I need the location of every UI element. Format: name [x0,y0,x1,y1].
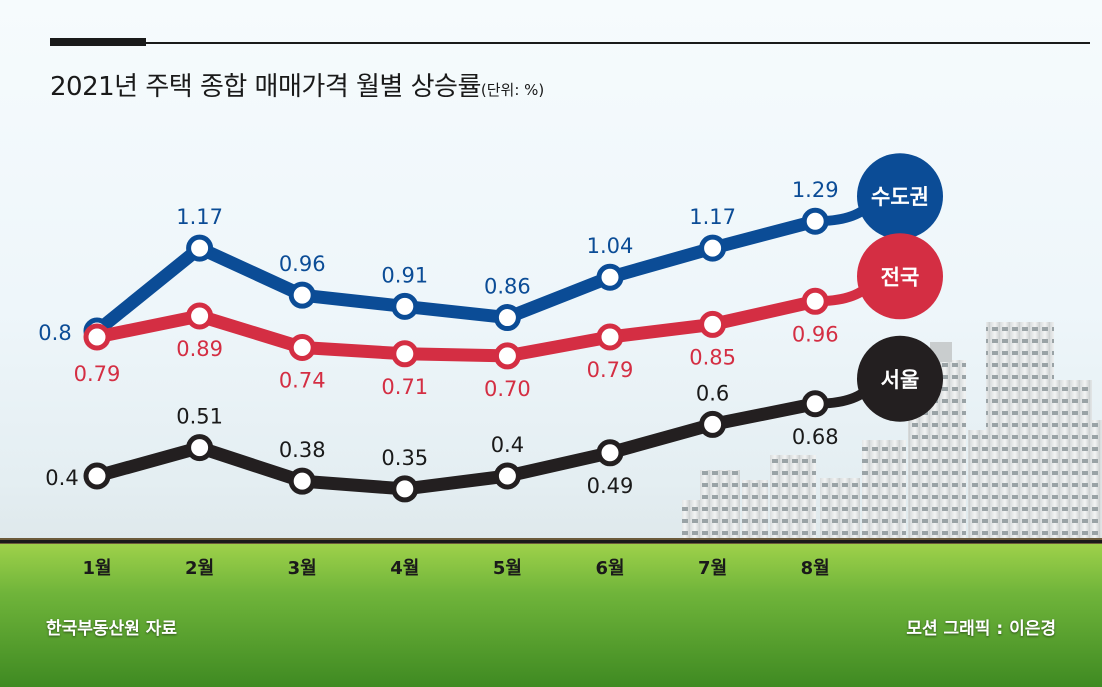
data-label: 0.68 [792,425,839,449]
data-point [699,234,727,262]
data-label: 0.4 [491,433,524,457]
legend-badge-circle [857,335,943,422]
building [968,430,990,540]
data-label: 0.89 [176,337,223,361]
legend-label: 서울 [881,368,920,392]
data-point [288,467,316,495]
x-tick-label: 6월 [595,558,624,579]
data-label: 0.71 [381,375,428,399]
data-point [493,304,521,332]
source-label: 한국부동산원 자료 [46,619,178,639]
data-label: 0.4 [45,466,78,490]
chart-title: 2021년 주택 종합 매매가격 월별 상승률(단위: %) [50,66,544,103]
building [770,455,816,540]
building [700,470,740,540]
data-point [801,207,829,235]
data-point [83,323,111,351]
data-point [391,475,419,503]
data-point [186,434,214,462]
header-rule-thin [146,42,1090,44]
x-axis-line [0,540,1102,543]
series-national: 0.79 0.89 0.74 0.71 0.70 0.79 0.85 0.96 전국 [74,233,943,401]
data-point [391,340,419,368]
data-point [186,302,214,330]
unit-label: (단위: %) [480,81,545,99]
legend-badge-circle [857,153,943,240]
x-axis-ticks: 1월 2월 3월 4월 5월 6월 7월 8월 [82,558,829,579]
data-label: 0.96 [792,322,839,346]
data-point [596,263,624,291]
data-point [801,287,829,315]
x-tick-label: 1월 [82,558,111,579]
data-label: 0.74 [279,369,326,393]
data-label: 0.79 [587,358,634,382]
data-point [493,342,521,370]
series-line-seoul [90,397,822,496]
data-label: 1.17 [176,205,223,229]
data-point [596,439,624,467]
data-label: 0.6 [696,381,729,405]
building [1054,380,1092,540]
series-seoul: 0.4 0.51 0.38 0.35 0.4 0.49 0.6 0.68 서울 [45,335,943,503]
data-label: 1.29 [792,178,839,202]
series-layer: 0.81.170.96 0.91 0.861.041.171.29 수도권0.790.… [38,153,943,503]
data-point [83,462,111,490]
x-tick-label: 8월 [801,558,830,579]
building [742,480,768,540]
legend-badge-capital: 수도권 [857,153,943,240]
data-label: 0.96 [279,252,326,276]
data-point [391,292,419,320]
data-label: 0.91 [381,263,428,287]
data-point [801,390,829,418]
data-label: 0.49 [587,474,634,498]
legend-label: 전국 [881,265,920,289]
data-label: 0.79 [74,362,121,386]
data-point [288,334,316,361]
data-label: 1.17 [689,205,736,229]
data-label: 1.04 [587,234,634,258]
chart-title-text: 2021년 주택 종합 매매가격 월별 상승률 [50,72,481,102]
legend-label: 수도권 [871,185,929,209]
x-tick-label: 3월 [288,558,317,579]
data-point [699,410,727,438]
data-label: 0.8 [38,321,71,345]
data-label: 0.86 [484,275,531,299]
data-point [186,234,214,262]
data-label: 0.51 [176,405,223,429]
credit-label: 모션 그래픽 : 이은경 [906,619,1056,639]
background-buildings [682,322,1102,540]
building [1088,420,1102,540]
data-label: 0.70 [484,377,531,401]
building [862,440,906,540]
x-tick-label: 7월 [698,558,727,579]
header-rule-thick [50,38,146,46]
legend-badge-seoul: 서울 [857,335,943,422]
building [986,322,1054,540]
building [820,478,860,540]
data-point [493,462,521,490]
data-point [288,281,316,309]
data-point [699,310,727,338]
legend-badge-national: 전국 [857,233,943,320]
legend-badge-circle [857,233,943,320]
data-label: 0.85 [689,345,736,369]
series-line-national [90,294,822,363]
x-tick-label: 4월 [390,558,419,579]
data-point [596,323,624,351]
x-tick-label: 2월 [185,558,214,579]
data-label: 0.35 [381,446,428,470]
x-tick-label: 5월 [493,558,522,579]
series-line-capital [90,214,822,338]
grass-field [0,544,1102,687]
data-label: 0.38 [279,438,326,462]
